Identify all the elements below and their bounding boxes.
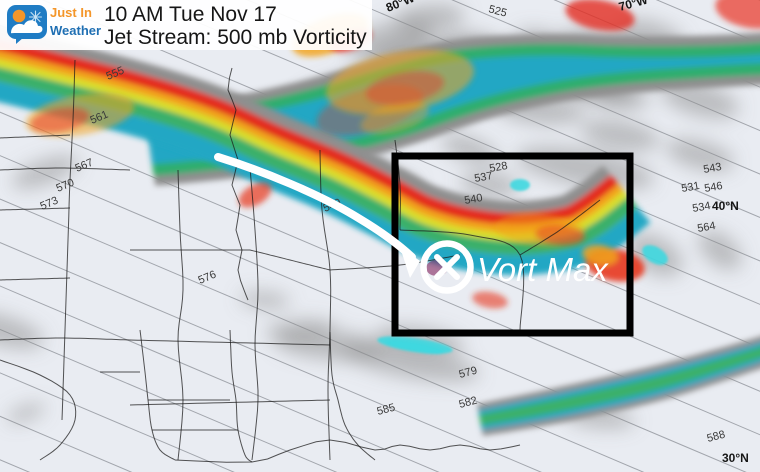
svg-text:30°N: 30°N xyxy=(722,451,749,465)
svg-text:Just In: Just In xyxy=(50,5,92,20)
svg-text:Jet Stream: 500 mb Vorticity: Jet Stream: 500 mb Vorticity xyxy=(104,26,367,49)
svg-text:Vort Max: Vort Max xyxy=(477,251,609,288)
svg-text:40°N: 40°N xyxy=(712,199,739,213)
svg-text:10 AM Tue Nov 17: 10 AM Tue Nov 17 xyxy=(104,3,277,26)
svg-text:Weather: Weather xyxy=(50,23,101,38)
